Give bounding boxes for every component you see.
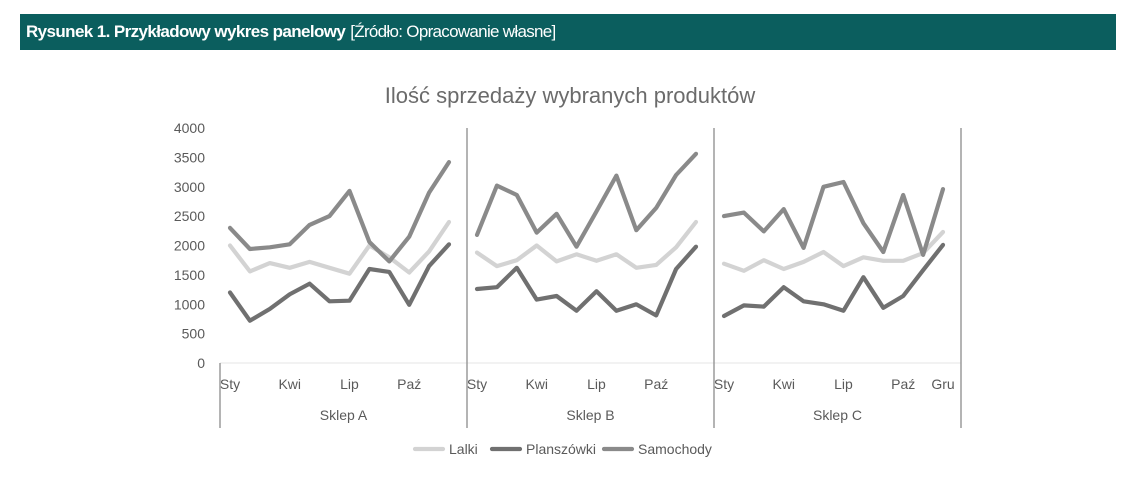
x-tick-label: Paź	[644, 376, 668, 392]
x-tick-label: Kwi	[772, 376, 795, 392]
y-axis: 0 500 1000 1500 2000 2500 3000 3500 4000	[174, 120, 205, 371]
legend-label: Planszówki	[526, 441, 596, 457]
legend-item-lalki: Lalki	[412, 441, 478, 457]
y-tick-label: 0	[197, 355, 205, 371]
y-tick-label: 3500	[174, 149, 205, 165]
y-tick-label: 1000	[174, 296, 205, 312]
series-line-samochody	[474, 151, 699, 249]
legend-item-planszowki: Planszówki	[489, 441, 596, 457]
chart-legend: Lalki Planszówki Samochody	[412, 441, 712, 457]
legend-label: Samochody	[638, 441, 712, 457]
x-tick-label: Paź	[397, 376, 421, 392]
series-line-samochody	[721, 179, 946, 257]
x-tick-label: Sty	[714, 376, 734, 392]
series-line-lalki	[474, 219, 699, 270]
series-line-lalki	[721, 229, 946, 273]
panel-label: Sklep B	[566, 407, 614, 423]
panel-label: Sklep C	[813, 407, 862, 423]
x-tick-label: Kwi	[525, 376, 548, 392]
x-tick-label: Sty	[467, 376, 487, 392]
series-line-samochody	[227, 160, 452, 264]
x-tick-label: Lip	[834, 376, 853, 392]
y-tick-label: 500	[182, 326, 206, 342]
figure-caption-label: Rysunek 1. Przykładowy wykres panelowy	[26, 22, 346, 41]
y-tick-label: 3000	[174, 179, 205, 195]
x-tick-label: Lip	[587, 376, 606, 392]
panel-label: Sklep A	[320, 407, 368, 423]
y-tick-label: 4000	[174, 120, 205, 136]
x-tick-label: Kwi	[278, 376, 301, 392]
figure-caption-source: [Źródło: Opracowanie własne]	[350, 22, 556, 41]
x-tick-label: Sty	[220, 376, 240, 392]
series-line-planszowki	[227, 242, 452, 323]
series-line-planszowki	[474, 244, 699, 318]
x-tick-label: Paź	[891, 376, 915, 392]
series-line-planszowki	[721, 242, 946, 319]
panel-sklep-c: Sty Kwi Lip Paź Gru Sklep C	[714, 179, 955, 423]
figure-caption-bar: Rysunek 1. Przykładowy wykres panelowy […	[20, 14, 1116, 50]
panel-sklep-a: Sty Kwi Lip Paź Sklep A	[220, 160, 452, 423]
x-tick-label: Gru	[931, 376, 954, 392]
y-tick-label: 2500	[174, 208, 205, 224]
y-tick-label: 1500	[174, 267, 205, 283]
x-tick-label: Lip	[340, 376, 359, 392]
panel-sklep-b: Sty Kwi Lip Paź Sklep B	[467, 151, 699, 423]
y-tick-label: 2000	[174, 238, 205, 254]
legend-item-samochody: Samochody	[601, 441, 712, 457]
series-line-lalki	[227, 219, 452, 276]
chart-title: Ilość sprzedaży wybranych produktów	[385, 83, 756, 108]
legend-label: Lalki	[449, 441, 478, 457]
